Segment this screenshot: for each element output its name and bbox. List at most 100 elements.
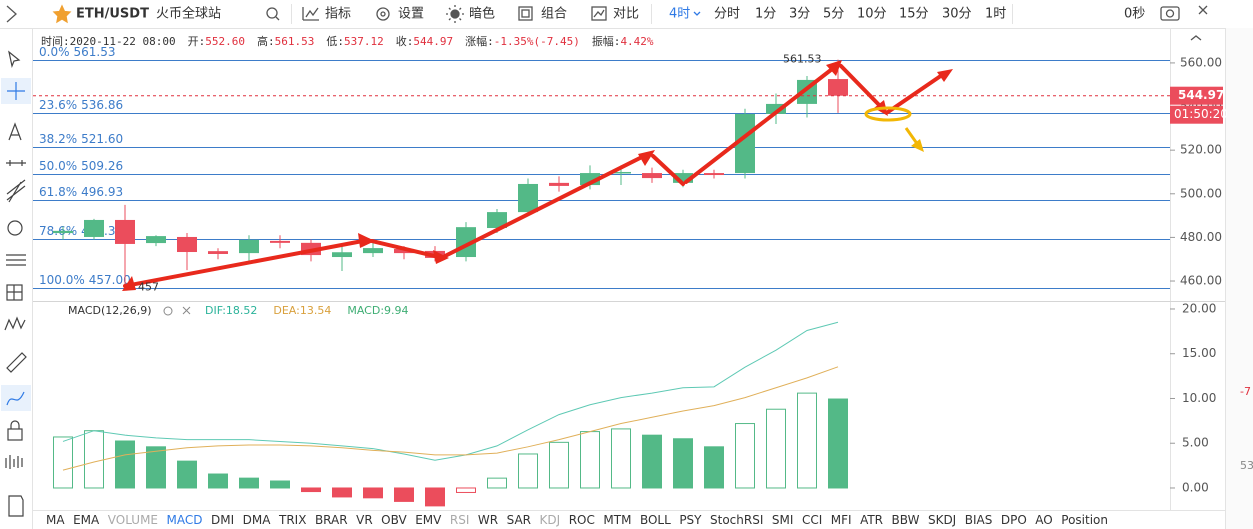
- fib-tool[interactable]: [6, 254, 26, 266]
- arrow: [886, 71, 947, 114]
- interval-button[interactable]: 15分: [899, 7, 929, 22]
- fib-ratio: 38.2%: [39, 132, 77, 146]
- arrow-head: [122, 276, 136, 291]
- interval-button[interactable]: 5分: [823, 7, 844, 22]
- favorite-icon[interactable]: [52, 4, 72, 24]
- fib-price: 509.26: [81, 159, 123, 173]
- indicator-tab[interactable]: BOLL: [639, 513, 671, 527]
- indicator-tab[interactable]: EMA: [73, 513, 100, 527]
- theme-icon[interactable]: [450, 9, 460, 19]
- indicator-tab[interactable]: BRAR: [314, 513, 348, 527]
- info-label: 振幅:: [592, 34, 621, 48]
- interval-button[interactable]: 分时: [714, 7, 740, 22]
- fib-price: 521.60: [81, 132, 123, 146]
- indicator-tab[interactable]: OBV: [381, 513, 407, 527]
- settings-icon[interactable]: [376, 7, 390, 21]
- macd-bar: [53, 436, 73, 489]
- indicator-tab[interactable]: RSI: [449, 513, 470, 527]
- interval-button[interactable]: 1时: [985, 7, 1006, 22]
- collapse-icon[interactable]: [1190, 35, 1202, 41]
- interval-button[interactable]: 4时: [669, 7, 690, 22]
- menu-icon[interactable]: [6, 5, 17, 23]
- macd-bar: [797, 392, 817, 489]
- cursor-tool[interactable]: [8, 50, 21, 69]
- indicator-settings-icon[interactable]: [163, 306, 173, 316]
- indicator-legend: DEA:13.54: [273, 304, 331, 317]
- indicator-tab[interactable]: TRIX: [279, 513, 307, 527]
- close-icon[interactable]: [1198, 5, 1208, 15]
- candle-body: [115, 219, 135, 244]
- low-marker: 457: [138, 281, 159, 294]
- toolbar-button[interactable]: 设置: [398, 7, 424, 22]
- ruler-tool[interactable]: [6, 352, 27, 373]
- indicator-tab[interactable]: MTM: [603, 513, 632, 527]
- toolbar-button[interactable]: 指标: [325, 7, 351, 22]
- indicator-tab[interactable]: SAR: [506, 513, 532, 527]
- delete-tool[interactable]: [8, 495, 24, 517]
- channel-tool[interactable]: [6, 179, 26, 203]
- lock-tool[interactable]: [7, 428, 23, 441]
- toolbar-button[interactable]: 组合: [541, 7, 567, 22]
- indicator-tab[interactable]: DMA: [242, 513, 271, 527]
- arrow-heads: [122, 60, 953, 291]
- interval-button[interactable]: 3分: [789, 7, 810, 22]
- indicator-tab[interactable]: SKDJ: [927, 513, 957, 527]
- toolbar-button[interactable]: 对比: [613, 7, 639, 22]
- compare-icon[interactable]: [591, 6, 607, 21]
- visibility-tool[interactable]: [5, 455, 23, 469]
- indicator-tab[interactable]: StochRSI: [710, 513, 764, 527]
- indicator-close-icon[interactable]: [182, 306, 191, 315]
- indicator-tab[interactable]: Position: [1061, 513, 1108, 527]
- indicator-tab[interactable]: BIAS: [964, 513, 993, 527]
- indicator-tab[interactable]: CCI: [801, 513, 823, 527]
- layout-icon[interactable]: [518, 6, 533, 21]
- indicator-tab[interactable]: ROC: [568, 513, 595, 527]
- settings-icon-core: [380, 11, 386, 17]
- indicator-tab[interactable]: AO: [1035, 513, 1053, 527]
- macd-line: [62, 366, 839, 471]
- indicator-tab[interactable]: ATR: [860, 513, 884, 527]
- pattern-tool[interactable]: [4, 316, 26, 331]
- toolbar-button[interactable]: 暗色: [469, 6, 495, 22]
- indicator-tab[interactable]: SMI: [771, 513, 794, 527]
- symbol: ETH/USDT: [76, 7, 149, 22]
- indicator-tab[interactable]: EMV: [415, 513, 442, 527]
- macd-bar: [394, 487, 414, 502]
- camera-icon[interactable]: [1160, 6, 1180, 21]
- hline-tool[interactable]: [6, 160, 26, 166]
- panel-fragment: 53: [1240, 459, 1253, 472]
- info-label: 时间:: [41, 35, 70, 48]
- indicator-tab[interactable]: MA: [46, 513, 65, 527]
- indicator-tab[interactable]: VR: [356, 513, 373, 527]
- lock-shackle: [10, 420, 20, 429]
- indicator-tab[interactable]: MFI: [830, 513, 852, 527]
- indicator-tab[interactable]: MACD: [166, 513, 203, 527]
- indicator-icon[interactable]: [302, 7, 319, 21]
- interval-button[interactable]: 1分: [755, 7, 776, 22]
- indicator-tab[interactable]: VOLUME: [107, 513, 158, 527]
- dropdown-caret[interactable]: [693, 11, 701, 16]
- tool-active-bg: [1, 385, 31, 411]
- candle-body: [239, 239, 259, 254]
- search-icon[interactable]: [266, 7, 278, 19]
- candle-body: [828, 79, 848, 96]
- indicator-tab[interactable]: PSY: [679, 513, 702, 527]
- indicator-tab[interactable]: DMI: [211, 513, 235, 527]
- interval-button[interactable]: 30分: [942, 7, 972, 22]
- fib-price: 561.53: [74, 45, 116, 59]
- indicator-tab[interactable]: DPO: [1000, 513, 1027, 527]
- crosshair-tool[interactable]: [7, 82, 25, 100]
- candle-body: [332, 252, 352, 258]
- compare-icon-line: [593, 9, 605, 18]
- indicator-title: MACD(12,26,9): [68, 304, 152, 317]
- indicator-tab[interactable]: KDJ: [539, 513, 561, 527]
- candle-body: [270, 240, 290, 243]
- shape-tool[interactable]: [7, 220, 23, 236]
- interval-button[interactable]: 10分: [857, 7, 887, 22]
- indicator-tab[interactable]: WR: [477, 513, 499, 527]
- text-tool[interactable]: [8, 122, 22, 141]
- indicator-tab[interactable]: BBW: [891, 513, 920, 527]
- brush-tool[interactable]: [6, 391, 25, 406]
- y-tick-label: 20.00: [1182, 301, 1216, 315]
